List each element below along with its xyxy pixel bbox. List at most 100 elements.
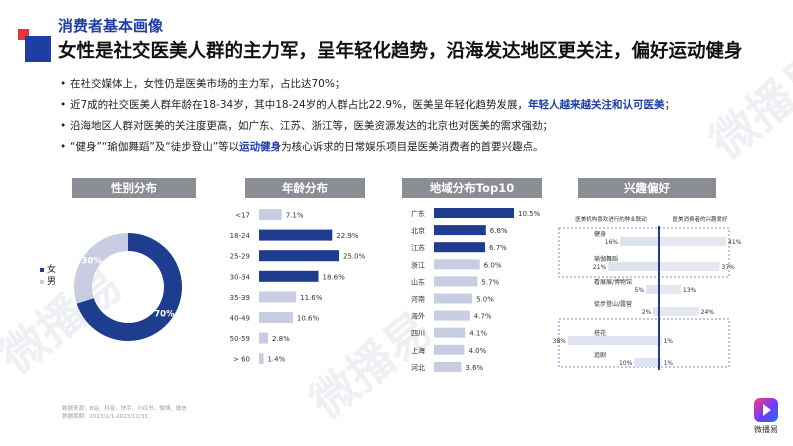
category-label: 18-24 <box>230 232 251 240</box>
value-label: 18.6% <box>323 273 346 281</box>
legend-swatch <box>40 267 44 272</box>
bar <box>434 225 486 236</box>
category-label: 上海 <box>411 346 425 355</box>
decor-red-square <box>18 29 29 40</box>
bar <box>434 259 480 270</box>
section-header-age: 年龄分布 <box>245 178 365 198</box>
section-header-gender: 性别分布 <box>72 178 196 198</box>
category-label: 北京 <box>411 226 425 235</box>
value-label: 10.5% <box>518 210 541 218</box>
bar <box>434 208 514 218</box>
category-label: 50-59 <box>230 335 250 343</box>
value-label: 2.8% <box>272 335 290 343</box>
left-header: 医美机构喜欢进行的种业联动 <box>575 215 647 223</box>
category-label: 四川 <box>411 330 425 338</box>
bullet-item: • 在社交媒体上，女性仍是医美市场的主力军，占比达70%； <box>60 78 346 90</box>
interest-category-label: 追剧 <box>594 351 606 359</box>
interest-category-label: 瑜伽舞蹈 <box>594 255 618 263</box>
bar <box>434 361 462 372</box>
right-bar <box>660 358 662 367</box>
value-label: 5.7% <box>481 278 499 286</box>
category-label: 35-39 <box>230 294 250 302</box>
interest-category-label: 健身 <box>594 230 606 238</box>
footnote-source: 数据来源：B站、抖音、快手、小红书、微博、微信 <box>62 406 187 412</box>
interest-bar-chart: 医美机构喜欢进行的种业联动 医美消费者的兴趣爱好 16% 41% 健身 21% 37% 瑜伽舞… <box>553 215 742 370</box>
donut-slice-0 <box>76 233 182 341</box>
bar <box>259 270 319 282</box>
left-bar <box>653 307 658 316</box>
bar <box>259 291 297 303</box>
category-label: 河北 <box>411 364 425 372</box>
right-value-label: 1% <box>664 338 674 345</box>
right-value-label: 37% <box>722 264 736 271</box>
bullet-item: • 近7成的社交医美人群年龄在18-34岁，其中18-24岁的人群占比22.9%，… <box>60 99 676 111</box>
category-label: 广东 <box>411 209 425 218</box>
left-bar <box>568 336 658 345</box>
region-bar-chart: 广东 10.5% 北京 6.8% 江苏 6.7% 浙江 6.0% 山东 5.7% 河南 5.0% 海外 4… <box>411 208 541 372</box>
left-value-label: 38% <box>553 338 567 345</box>
value-label: 4.7% <box>474 313 492 321</box>
right-header: 医美消费者的兴趣爱好 <box>672 215 728 223</box>
right-bar <box>660 262 720 271</box>
bar <box>259 353 264 365</box>
bar <box>259 312 293 323</box>
value-label: 4.1% <box>469 330 487 338</box>
category-label: <17 <box>235 212 250 220</box>
bar <box>259 229 333 241</box>
value-label: 7.1% <box>286 212 304 220</box>
decor-blue-square <box>25 36 51 62</box>
donut-value-label: 70% <box>154 309 175 319</box>
value-label: 25.0% <box>343 253 366 261</box>
right-value-label: 1% <box>664 360 674 367</box>
donut-value-label: 30% <box>81 257 102 267</box>
age-bar-chart: <17 7.1% 18-24 22.9% 25-29 25.0% 30-34 18.6% 35-… <box>230 209 366 365</box>
highlight-box <box>558 227 730 278</box>
page-kicker: 消费者基本画像 <box>58 17 164 35</box>
category-label: 40-49 <box>230 315 250 323</box>
section-header-interest: 兴趣偏好 <box>578 178 716 198</box>
gender-legend: 女 男 <box>40 264 56 288</box>
right-bar <box>660 285 681 294</box>
bullet-item: • “健身”“瑜伽舞蹈”及“徒步登山”等以运动健身为核心诉求的日常娱乐项目是医美消… <box>60 141 544 153</box>
bar <box>434 327 466 338</box>
bullet-list: • 在社交媒体上，女性仍是医美市场的主力军，占比达70%； • 近7成的社交医美人群… <box>60 74 790 158</box>
footnote-period: 数据周期：2023/1/1-2023/12/31 <box>62 414 148 420</box>
interest-category-label: 搭花 <box>594 329 606 337</box>
left-value-label: 2% <box>642 309 652 316</box>
value-label: 6.7% <box>489 244 507 252</box>
value-label: 5.0% <box>476 296 494 304</box>
bar <box>434 310 470 321</box>
left-bar <box>634 358 658 367</box>
category-label: 山东 <box>411 277 425 286</box>
legend-item-male: 男 <box>40 276 56 288</box>
legend-swatch <box>40 279 44 284</box>
footnote: 数据来源：B站、抖音、快手、小红书、微博、微信 数据周期：2023/1/1-20… <box>62 405 187 421</box>
bar <box>434 242 486 253</box>
category-label: 25-29 <box>230 253 250 261</box>
left-value-label: 10% <box>619 360 633 367</box>
category-label: 江苏 <box>411 243 425 252</box>
right-value-label: 24% <box>701 309 715 316</box>
value-label: 3.6% <box>465 364 483 372</box>
donut-slice-1 <box>73 233 128 304</box>
value-label: 6.0% <box>484 261 502 269</box>
highlight-box <box>558 318 730 368</box>
brand-name: 微播易 <box>754 425 778 434</box>
right-value-label: 13% <box>683 287 697 294</box>
value-label: 11.6% <box>300 294 323 302</box>
bar <box>259 332 268 344</box>
right-bar <box>660 336 662 345</box>
bar <box>259 250 339 262</box>
left-value-label: 21% <box>593 264 607 271</box>
category-label: 河南 <box>411 295 425 304</box>
left-bar <box>646 285 658 294</box>
category-label: 30-34 <box>230 273 251 281</box>
right-bar <box>660 307 699 316</box>
play-logo-icon <box>754 398 778 422</box>
bullet-item: • 沿海地区人群对医美的关注度更高，如广东、江苏、浙江等，医美资源发达的北京也对医… <box>60 120 553 132</box>
left-bar <box>608 262 658 271</box>
interest-category-label: 看展展/博物馆 <box>594 278 632 286</box>
left-value-label: 16% <box>605 239 619 246</box>
